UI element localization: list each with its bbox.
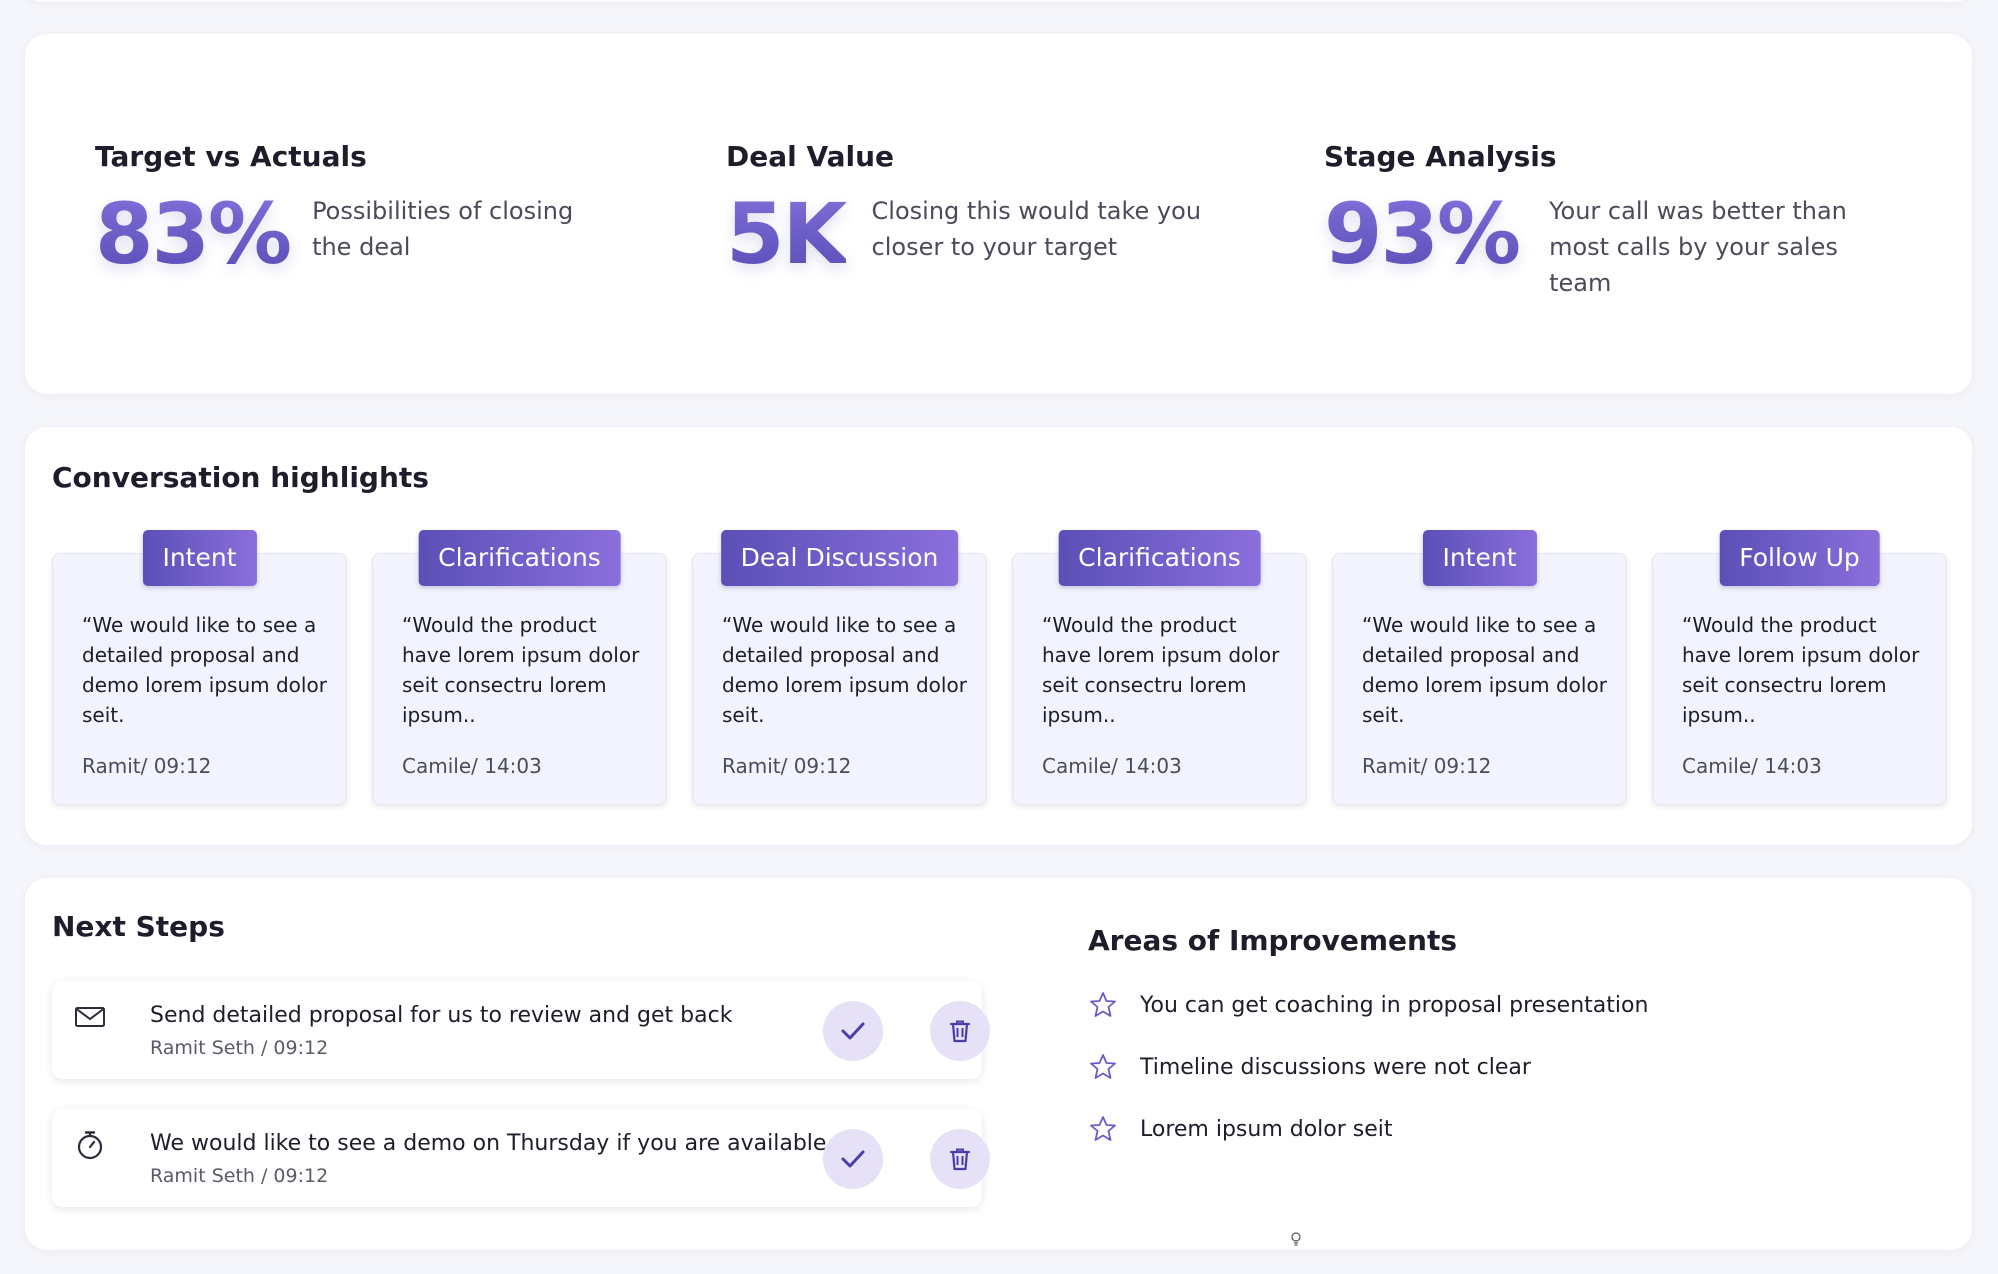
metric-description: Closing this would take you closer to yo… xyxy=(871,197,1202,261)
metric-value: 93% xyxy=(1324,185,1521,283)
next-step-meta: Ramit Seth / 09:12 xyxy=(150,1165,329,1187)
highlight-tag: Clarifications xyxy=(1058,530,1261,586)
improvement-item: Lorem ipsum dolor seit xyxy=(1088,1114,1393,1144)
metric-title: Stage Analysis xyxy=(1324,140,1557,173)
highlight-card[interactable]: Clarifications “Would the product have l… xyxy=(1012,530,1307,805)
improvement-text: Lorem ipsum dolor seit xyxy=(1140,1116,1393,1142)
metrics-card: Target vs Actuals 83% Possibilities of c… xyxy=(25,34,1972,394)
improvement-item: Timeline discussions were not clear xyxy=(1088,1052,1531,1082)
highlight-quote: “Would the product have lorem ipsum dolo… xyxy=(402,613,640,727)
next-step-text: We would like to see a demo on Thursday … xyxy=(150,1131,827,1156)
metric-stage-analysis: Stage Analysis 93% Your call was better … xyxy=(1324,140,1879,301)
star-icon xyxy=(1090,992,1116,1017)
highlight-tag: Deal Discussion xyxy=(720,530,959,586)
improvement-text: You can get coaching in proposal present… xyxy=(1140,992,1649,1018)
metric-description: Your call was better than most calls by … xyxy=(1549,197,1847,297)
metric-title: Deal Value xyxy=(726,140,895,173)
metric-title: Target vs Actuals xyxy=(95,140,367,173)
highlight-meta: Camile/ 14:03 xyxy=(402,754,542,778)
check-icon xyxy=(841,1150,865,1168)
metric-value: 83% xyxy=(95,185,292,283)
highlight-quote: “We would like to see a detailed proposa… xyxy=(722,613,967,727)
complete-button[interactable] xyxy=(823,1001,883,1061)
highlight-meta: Ramit/ 09:12 xyxy=(82,754,212,778)
lightbulb-icon xyxy=(1291,1232,1301,1246)
highlight-meta: Camile/ 14:03 xyxy=(1682,754,1822,778)
section-title: Conversation highlights xyxy=(52,461,429,494)
highlight-tag: Follow Up xyxy=(1719,530,1880,586)
section-title: Next Steps xyxy=(52,910,225,943)
delete-button[interactable] xyxy=(930,1001,990,1061)
highlight-card[interactable]: Intent “We would like to see a detailed … xyxy=(52,530,347,805)
conversation-highlights-card: Conversation highlights Intent “We would… xyxy=(25,427,1972,845)
star-icon xyxy=(1090,1116,1116,1141)
previous-card-edge xyxy=(26,0,1972,2)
highlight-card[interactable]: Follow Up “Would the product have lorem … xyxy=(1652,530,1947,805)
envelope-icon xyxy=(75,1007,105,1027)
metric-description: Possibilities of closing the deal xyxy=(312,197,574,261)
highlight-tag: Clarifications xyxy=(418,530,621,586)
highlight-card[interactable]: Deal Discussion “We would like to see a … xyxy=(692,530,987,805)
stopwatch-icon xyxy=(77,1131,103,1160)
trash-icon xyxy=(949,1148,971,1171)
highlight-card[interactable]: Intent “We would like to see a detailed … xyxy=(1332,530,1627,805)
trash-icon xyxy=(949,1020,971,1043)
highlight-quote: “We would like to see a detailed proposa… xyxy=(82,613,327,727)
metric-deal-value: Deal Value 5K Closing this would take yo… xyxy=(726,140,1222,279)
highlight-tag: Intent xyxy=(1422,530,1537,586)
star-icon xyxy=(1090,1054,1116,1079)
next-step-item[interactable]: Send detailed proposal for us to review … xyxy=(52,981,990,1079)
highlight-card[interactable]: Clarifications “Would the product have l… xyxy=(372,530,667,805)
metric-value: 5K xyxy=(726,185,848,283)
highlight-meta: Ramit/ 09:12 xyxy=(722,754,852,778)
next-step-item[interactable]: We would like to see a demo on Thursday … xyxy=(52,1109,990,1207)
next-steps-card: Next Steps Send detailed proposal for us… xyxy=(25,878,1972,1250)
highlight-meta: Camile/ 14:03 xyxy=(1042,754,1182,778)
improvements-title: Areas of Improvements xyxy=(1088,924,1458,957)
highlight-quote: “We would like to see a detailed proposa… xyxy=(1362,613,1607,727)
highlight-tag: Intent xyxy=(142,530,257,586)
metric-target-vs-actuals: Target vs Actuals 83% Possibilities of c… xyxy=(95,140,612,279)
highlight-quote: “Would the product have lorem ipsum dolo… xyxy=(1682,613,1920,727)
delete-button[interactable] xyxy=(930,1129,990,1189)
check-icon xyxy=(841,1022,865,1040)
next-step-meta: Ramit Seth / 09:12 xyxy=(150,1037,329,1059)
highlight-meta: Ramit/ 09:12 xyxy=(1362,754,1492,778)
highlight-quote: “Would the product have lorem ipsum dolo… xyxy=(1042,613,1280,727)
next-step-text: Send detailed proposal for us to review … xyxy=(150,1003,733,1028)
complete-button[interactable] xyxy=(823,1129,883,1189)
improvement-text: Timeline discussions were not clear xyxy=(1140,1054,1531,1080)
improvement-item: You can get coaching in proposal present… xyxy=(1088,990,1648,1020)
